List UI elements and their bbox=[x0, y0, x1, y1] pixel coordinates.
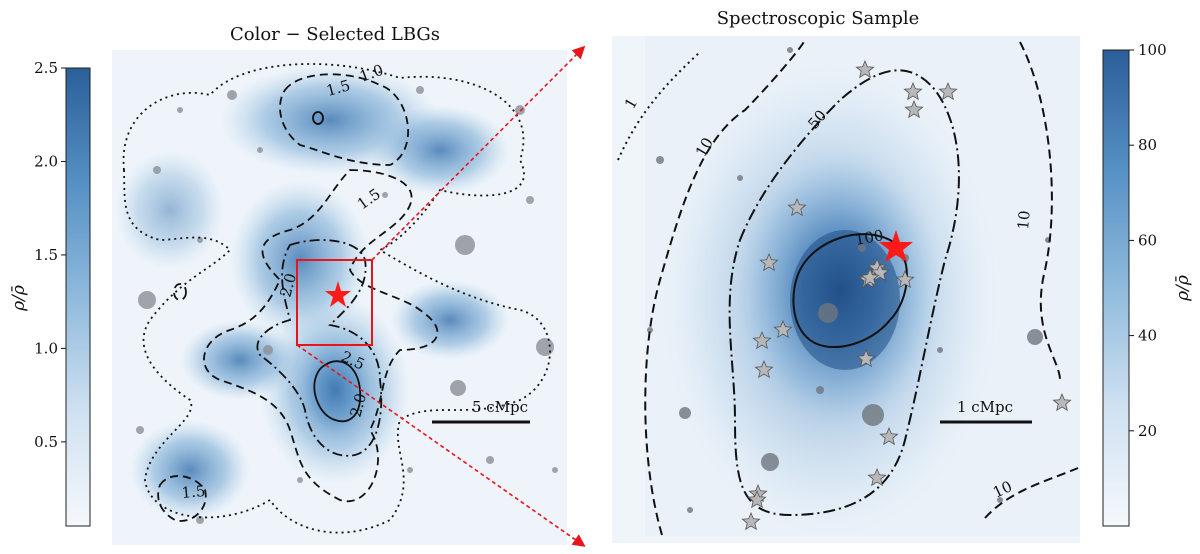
colorbar-tick-label: 2.0 bbox=[34, 152, 58, 170]
grey-star-marker bbox=[856, 348, 876, 368]
zoom-box bbox=[296, 259, 373, 346]
grey-star-marker bbox=[870, 262, 890, 282]
colorbar-tick-label: 100 bbox=[1138, 41, 1167, 59]
colorbar-tick-label: 60 bbox=[1138, 231, 1157, 249]
left-panel-title: Color − Selected LBGs bbox=[230, 24, 440, 45]
left-contours bbox=[122, 63, 551, 534]
right-scale-label: 1 cMpc bbox=[957, 398, 1013, 416]
grey-star-marker bbox=[754, 359, 774, 379]
grey-star-marker bbox=[867, 467, 887, 487]
contour-level-1 bbox=[617, 51, 701, 161]
grey-star-marker bbox=[787, 197, 807, 217]
svg-text:1.5: 1.5 bbox=[181, 482, 206, 502]
grey-star-marker bbox=[747, 489, 767, 509]
colorbar-tick-label: 0.5 bbox=[34, 433, 58, 451]
colorbar-tick-label: 2.5 bbox=[34, 59, 58, 77]
svg-text:100: 100 bbox=[854, 226, 885, 249]
svg-text:1.5: 1.5 bbox=[324, 76, 352, 100]
left-colorbar-ticks: 0.5 1.0 1.5 2.0 2.5 bbox=[34, 59, 66, 451]
right-colorbar-ticks: 20 40 60 80 100 bbox=[1129, 41, 1167, 440]
contour-level-10-right bbox=[1019, 41, 1061, 381]
grey-star-marker bbox=[860, 267, 880, 287]
contour-level-1.0 bbox=[122, 63, 551, 534]
right-contours bbox=[617, 39, 1079, 536]
grey-star-marker bbox=[879, 426, 899, 446]
right-panel-title: Spectroscopic Sample bbox=[717, 8, 920, 29]
svg-text:2.0: 2.0 bbox=[276, 271, 300, 299]
colorbar-tick-label: 1.0 bbox=[34, 339, 58, 357]
grey-star-marker bbox=[752, 330, 772, 350]
colorbar-tick-label: 20 bbox=[1138, 422, 1157, 440]
left-colorbar-label: ρ/ρ̄ bbox=[9, 285, 29, 312]
svg-text:2.0: 2.0 bbox=[346, 391, 370, 419]
grey-star-marker bbox=[938, 81, 958, 101]
contour-level-2.0 bbox=[256, 239, 383, 457]
grey-star-marker bbox=[895, 269, 915, 289]
contour-level-10-outer bbox=[644, 39, 806, 536]
grey-star-marker bbox=[855, 59, 875, 79]
right-red-star-marker bbox=[879, 230, 913, 262]
zoom-arrow-bottom bbox=[296, 344, 586, 547]
left-red-star-marker bbox=[325, 281, 351, 307]
colorbar-tick-label: 80 bbox=[1138, 136, 1157, 154]
grey-star-marker bbox=[773, 319, 793, 339]
right-density-map bbox=[612, 36, 1080, 543]
grey-star-marker bbox=[904, 99, 924, 119]
left-contour-labels: 1.0 1.5 1.5 2.0 2.5 2.0 1.5 bbox=[181, 61, 386, 502]
svg-text:10: 10 bbox=[1014, 210, 1034, 231]
right-colorbar-label: ρ/ρ̄ bbox=[1173, 275, 1193, 302]
grey-star-marker bbox=[759, 252, 779, 272]
grey-star-marker bbox=[903, 81, 923, 101]
colorbar-tick-label: 40 bbox=[1138, 327, 1157, 345]
colorbar-tick-label: 1.5 bbox=[34, 246, 58, 264]
contour-level-100 bbox=[792, 233, 908, 349]
contour-level-50 bbox=[728, 69, 960, 517]
grey-star-marker bbox=[741, 511, 761, 531]
right-colorbar bbox=[1102, 49, 1130, 527]
contour-level-1.5 bbox=[157, 73, 439, 522]
contour-level-2.5 bbox=[313, 360, 362, 423]
left-colorbar bbox=[65, 67, 91, 527]
grey-star-markers bbox=[741, 59, 1072, 531]
zoom-arrow-top bbox=[371, 45, 586, 261]
left-scale-label: 5 cMpc bbox=[472, 398, 528, 416]
grey-star-marker bbox=[1052, 392, 1072, 412]
